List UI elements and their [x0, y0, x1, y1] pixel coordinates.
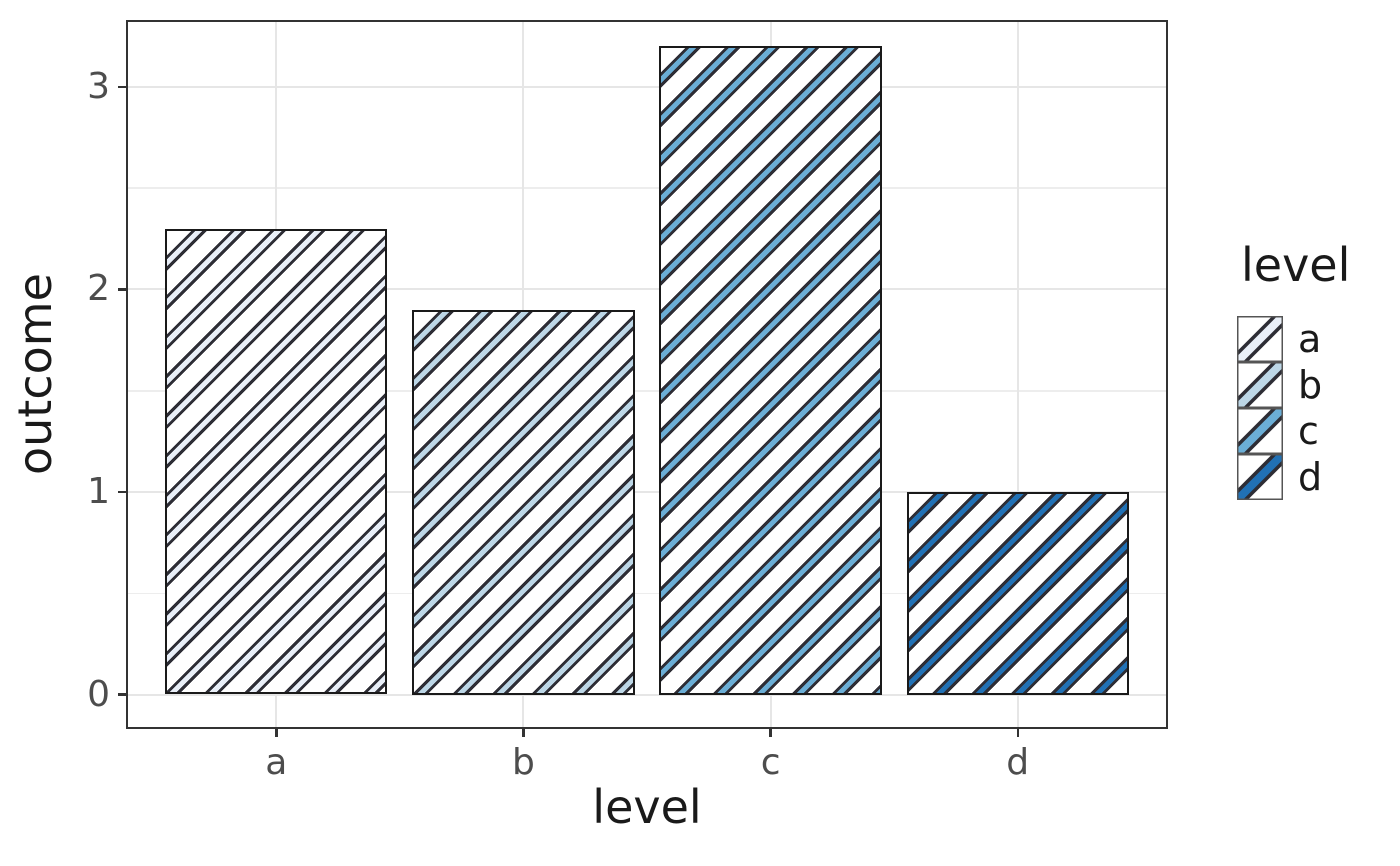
- bar-a: [165, 228, 388, 695]
- x-tick-label-b: b: [511, 742, 535, 783]
- x-tick-mark-a: [275, 727, 278, 737]
- bar-d: [906, 492, 1129, 695]
- x-axis-title: level: [592, 780, 702, 834]
- x-tick-mark-c: [769, 727, 772, 737]
- x-tick-mark-b: [522, 727, 525, 737]
- y-tick-label-2: 2: [87, 268, 110, 310]
- grid-line-major-0: [128, 693, 1166, 696]
- x-tick-mark-d: [1016, 727, 1019, 737]
- grid-line-major-1: [128, 491, 1166, 493]
- legend-entry-b: b: [1237, 362, 1397, 408]
- y-tick-mark-0: [118, 693, 128, 696]
- y-tick-mark-3: [118, 85, 128, 89]
- grid-line-minor-2.5: [128, 187, 1166, 189]
- legend-key-stripe-icon: [1237, 454, 1283, 500]
- legend-label: d: [1298, 455, 1323, 499]
- grid-line-major-3: [128, 85, 1166, 88]
- y-tick-label-1: 1: [87, 471, 110, 512]
- legend-entry-d: d: [1237, 454, 1397, 500]
- legend-label: b: [1298, 363, 1323, 407]
- x-tick-label-a: a: [265, 742, 288, 783]
- grid-line-category-d: [1016, 22, 1019, 727]
- legend-entry-c: c: [1237, 408, 1397, 454]
- y-tick-mark-2: [118, 288, 128, 291]
- y-tick-label-3: 3: [87, 65, 110, 107]
- legend-label: a: [1298, 317, 1322, 361]
- x-tick-label-c: c: [760, 742, 781, 783]
- legend-label: c: [1298, 409, 1319, 453]
- legend-key-stripe-icon: [1237, 362, 1283, 408]
- y-axis-title: outcome: [8, 273, 62, 475]
- legend-key-stripe-icon: [1237, 316, 1283, 362]
- bar-b: [412, 309, 635, 695]
- legend-title: level: [1241, 238, 1351, 292]
- y-tick-mark-1: [118, 490, 128, 494]
- grid-line-major-2: [128, 288, 1166, 291]
- legend-entry-a: a: [1237, 316, 1397, 362]
- bar-c: [659, 46, 882, 695]
- y-tick-label-0: 0: [87, 673, 110, 715]
- grid-line-minor-1.5: [128, 390, 1166, 392]
- legend-key-stripe-icon: [1237, 408, 1283, 454]
- x-tick-label-d: d: [1006, 742, 1030, 783]
- grid-line-minor-0.5: [128, 592, 1166, 594]
